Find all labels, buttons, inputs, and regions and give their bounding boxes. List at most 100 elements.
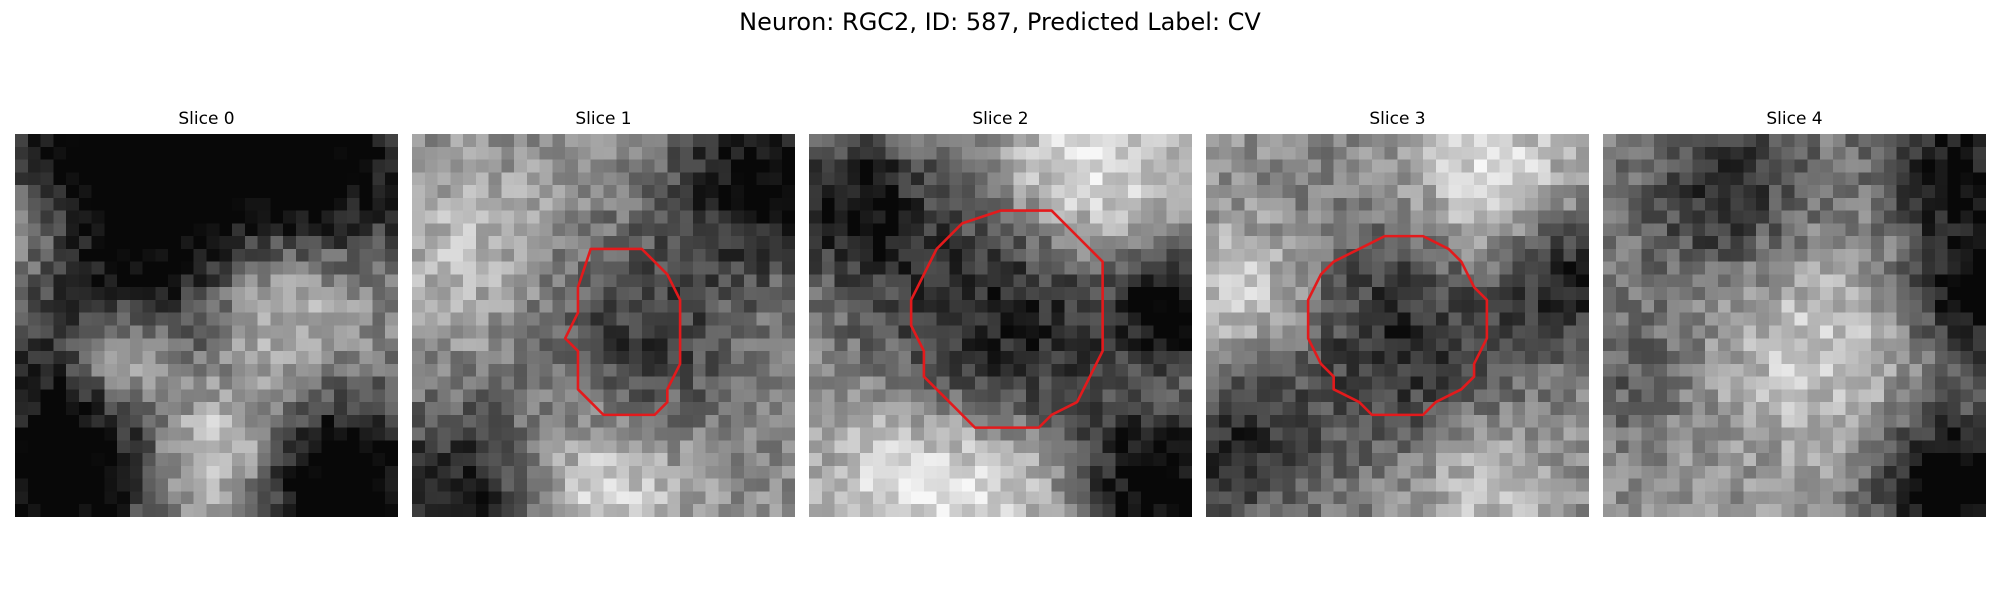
pixel bbox=[1474, 211, 1487, 224]
pixel bbox=[1166, 185, 1179, 198]
pixel bbox=[1769, 160, 1782, 173]
pixel bbox=[616, 249, 629, 262]
pixel bbox=[372, 300, 385, 313]
pixel bbox=[270, 134, 283, 147]
pixel bbox=[1283, 428, 1296, 441]
pixel bbox=[1769, 440, 1782, 453]
pixel bbox=[79, 185, 92, 198]
pixel bbox=[1115, 389, 1128, 402]
pixel bbox=[1576, 364, 1589, 377]
pixel bbox=[334, 402, 347, 415]
pixel bbox=[194, 160, 207, 173]
pixel bbox=[258, 326, 271, 339]
pixel bbox=[1449, 338, 1462, 351]
pixel bbox=[527, 274, 540, 287]
pixel bbox=[1667, 147, 1680, 160]
pixel bbox=[194, 415, 207, 428]
pixel bbox=[1166, 172, 1179, 185]
pixel bbox=[1154, 351, 1167, 364]
pixel bbox=[296, 236, 309, 249]
pixel bbox=[53, 453, 66, 466]
pixel bbox=[207, 338, 220, 351]
pixel bbox=[476, 377, 489, 390]
pixel bbox=[718, 249, 731, 262]
pixel bbox=[463, 198, 476, 211]
pixel bbox=[718, 453, 731, 466]
pixel bbox=[1487, 223, 1500, 236]
pixel bbox=[1232, 185, 1245, 198]
pixel bbox=[41, 377, 54, 390]
pixel bbox=[1718, 453, 1731, 466]
pixel bbox=[718, 287, 731, 300]
pixel bbox=[1935, 479, 1948, 492]
pixel bbox=[924, 338, 937, 351]
pixel bbox=[1449, 402, 1462, 415]
pixel bbox=[1948, 249, 1961, 262]
pixel bbox=[1166, 147, 1179, 160]
pixel bbox=[1026, 504, 1039, 517]
pixel bbox=[975, 223, 988, 236]
pixel bbox=[194, 249, 207, 262]
pixel bbox=[527, 211, 540, 224]
pixel bbox=[1115, 287, 1128, 300]
pixel bbox=[1270, 313, 1283, 326]
pixel bbox=[1525, 300, 1538, 313]
pixel bbox=[15, 491, 28, 504]
pixel bbox=[1334, 300, 1347, 313]
pixel bbox=[1321, 428, 1334, 441]
pixel bbox=[476, 504, 489, 517]
pixel bbox=[1551, 160, 1564, 173]
pixel bbox=[962, 326, 975, 339]
pixel bbox=[1052, 236, 1065, 249]
pixel bbox=[667, 351, 680, 364]
pixel bbox=[1718, 223, 1731, 236]
pixel bbox=[1052, 389, 1065, 402]
pixel bbox=[450, 364, 463, 377]
pixel bbox=[130, 274, 143, 287]
pixel bbox=[1973, 249, 1986, 262]
pixel bbox=[117, 377, 130, 390]
pixel bbox=[117, 453, 130, 466]
pixel bbox=[822, 300, 835, 313]
pixel bbox=[1705, 172, 1718, 185]
pixel bbox=[79, 249, 92, 262]
pixel bbox=[438, 249, 451, 262]
pixel bbox=[1321, 389, 1334, 402]
pixel bbox=[53, 351, 66, 364]
pixel bbox=[680, 415, 693, 428]
pixel bbox=[988, 389, 1001, 402]
pixel bbox=[1500, 262, 1513, 275]
pixel bbox=[270, 287, 283, 300]
pixel bbox=[1487, 338, 1500, 351]
pixel bbox=[66, 287, 79, 300]
pixel bbox=[53, 134, 66, 147]
pixel bbox=[937, 223, 950, 236]
pixel bbox=[1871, 428, 1884, 441]
pixel bbox=[1743, 160, 1756, 173]
pixel bbox=[1449, 440, 1462, 453]
pixel bbox=[1474, 185, 1487, 198]
pixel bbox=[809, 211, 822, 224]
pixel bbox=[1141, 377, 1154, 390]
pixel bbox=[693, 185, 706, 198]
pixel bbox=[1449, 479, 1462, 492]
pixel bbox=[181, 274, 194, 287]
pixel bbox=[1538, 364, 1551, 377]
pixel bbox=[604, 428, 617, 441]
pixel bbox=[1128, 313, 1141, 326]
pixel bbox=[629, 313, 642, 326]
pixel bbox=[1013, 300, 1026, 313]
pixel bbox=[1115, 313, 1128, 326]
pixel bbox=[1398, 466, 1411, 479]
pixel bbox=[1960, 249, 1973, 262]
pixel bbox=[898, 172, 911, 185]
pixel bbox=[155, 491, 168, 504]
pixel bbox=[822, 223, 835, 236]
pixel bbox=[1244, 172, 1257, 185]
pixel bbox=[1858, 428, 1871, 441]
pixel bbox=[680, 313, 693, 326]
pixel bbox=[1372, 160, 1385, 173]
pixel bbox=[911, 236, 924, 249]
pixel bbox=[360, 274, 373, 287]
pixel bbox=[1500, 338, 1513, 351]
